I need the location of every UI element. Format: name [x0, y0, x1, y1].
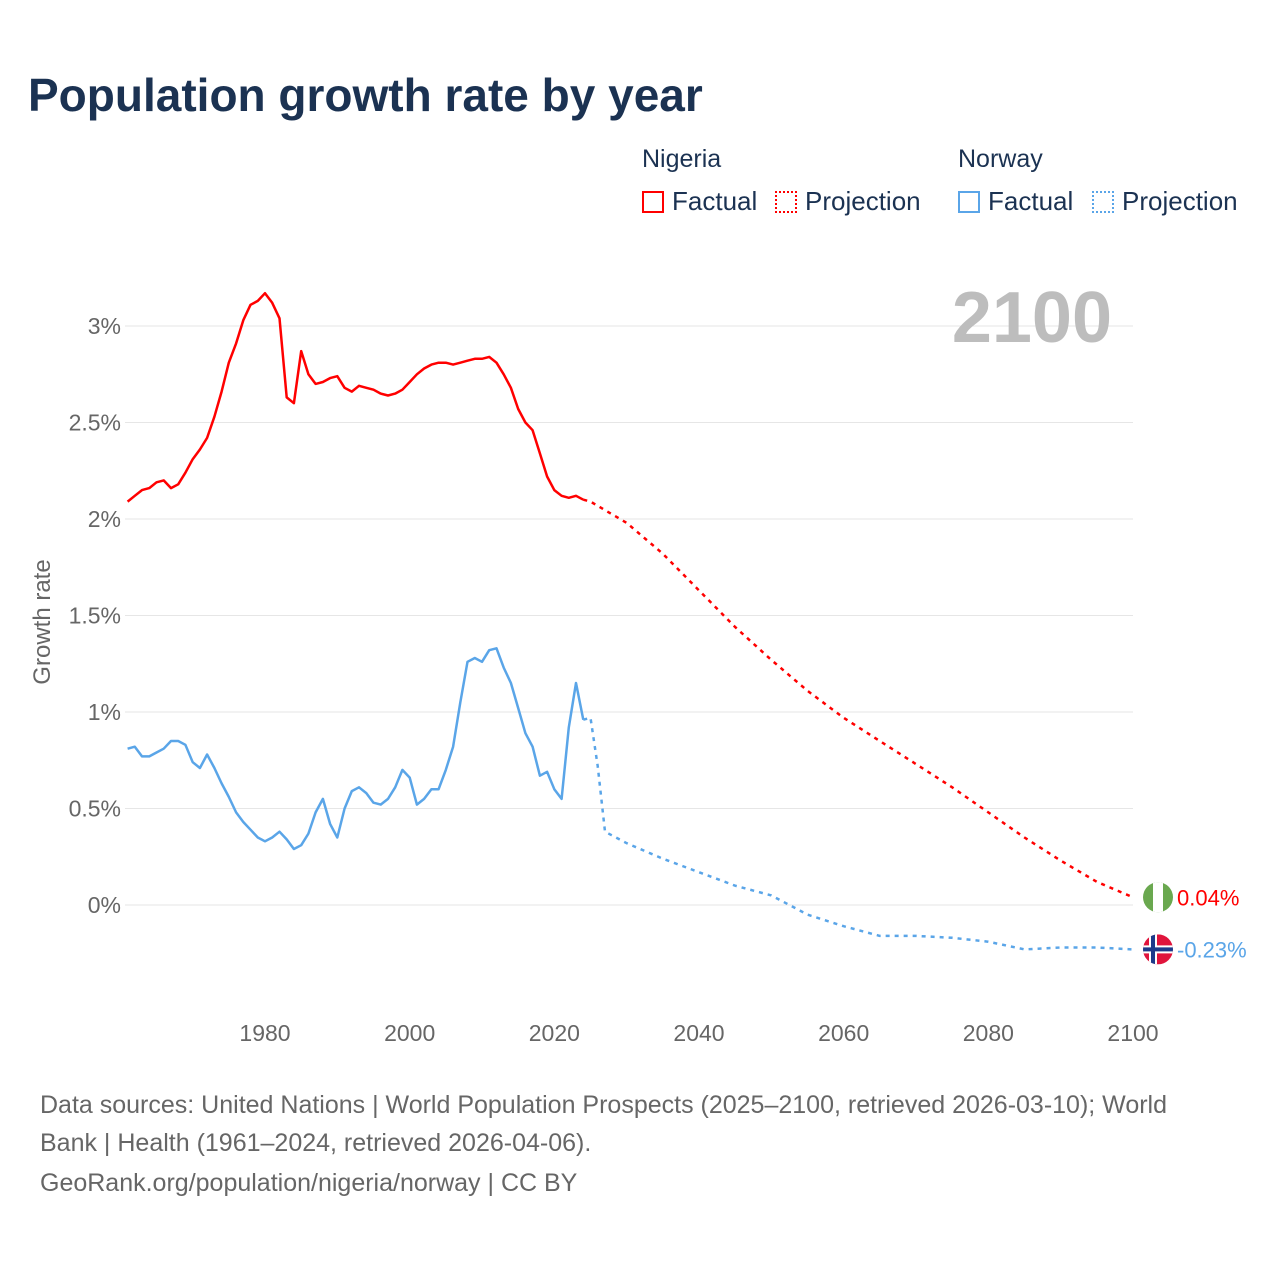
x-tick-label: 2040	[673, 1020, 724, 1046]
nigeria-projection-line	[582, 498, 1134, 899]
year-label: 2100	[952, 278, 1112, 358]
x-tick-label: 2060	[818, 1020, 869, 1046]
norway-end-label: -0.23%	[1177, 937, 1247, 962]
nigeria-factual-line	[126, 291, 584, 503]
norway-flag-icon	[1143, 934, 1173, 965]
nigeria-flag-icon	[1143, 882, 1173, 913]
swatch-icon	[958, 190, 980, 213]
swatch-icon	[1092, 190, 1114, 213]
x-tick-label: 2020	[529, 1020, 580, 1046]
y-axis-label: Growth rate	[29, 559, 56, 684]
swatch-icon	[642, 190, 664, 213]
footer-sources-2: Bank | Health (1961–2024, retrieved 2026…	[40, 1129, 592, 1157]
plot-area: 0% 0.5% 1% 1.5% 2% 2.5% 3% 1980 2000 2020 2040 2060…	[29, 278, 1247, 1046]
x-tick-label: 1980	[239, 1020, 290, 1046]
swatch-icon	[775, 190, 797, 213]
y-tick-label: 0%	[88, 892, 121, 918]
legend-nigeria-projection[interactable]: Projection	[775, 186, 921, 217]
footer-sources-1: Data sources: United Nations | World Pop…	[40, 1091, 1168, 1119]
x-tick-label: 2000	[384, 1020, 435, 1046]
y-tick-label: 1%	[88, 699, 121, 725]
legend-label: Factual	[988, 186, 1074, 216]
y-tick-label: 2%	[88, 506, 121, 532]
footer-link[interactable]: GeoRank.org/population/nigeria/norway | …	[40, 1169, 578, 1197]
legend-norway-factual[interactable]: Factual	[958, 186, 1073, 217]
legend-label: Factual	[672, 186, 758, 216]
legend-group-norway: Norway	[958, 145, 1043, 173]
norway-factual-line	[127, 647, 585, 851]
x-tick-label: 2080	[963, 1020, 1014, 1046]
legend-nigeria-factual[interactable]: Factual	[642, 186, 757, 217]
y-tick-label: 3%	[88, 313, 121, 339]
legend-group-nigeria: Nigeria	[642, 145, 722, 173]
norway-projection-line	[582, 716, 1134, 951]
nigeria-end-label: 0.04%	[1177, 885, 1239, 910]
legend-label: Projection	[805, 186, 921, 216]
y-tick-label: 0.5%	[69, 796, 121, 822]
legend-norway-projection[interactable]: Projection	[1092, 186, 1238, 217]
legend-label: Projection	[1122, 186, 1238, 216]
chart-title: Population growth rate by year	[28, 69, 703, 121]
y-tick-label: 2.5%	[69, 410, 121, 436]
x-tick-label: 2100	[1107, 1020, 1158, 1046]
y-tick-label: 1.5%	[69, 603, 121, 629]
